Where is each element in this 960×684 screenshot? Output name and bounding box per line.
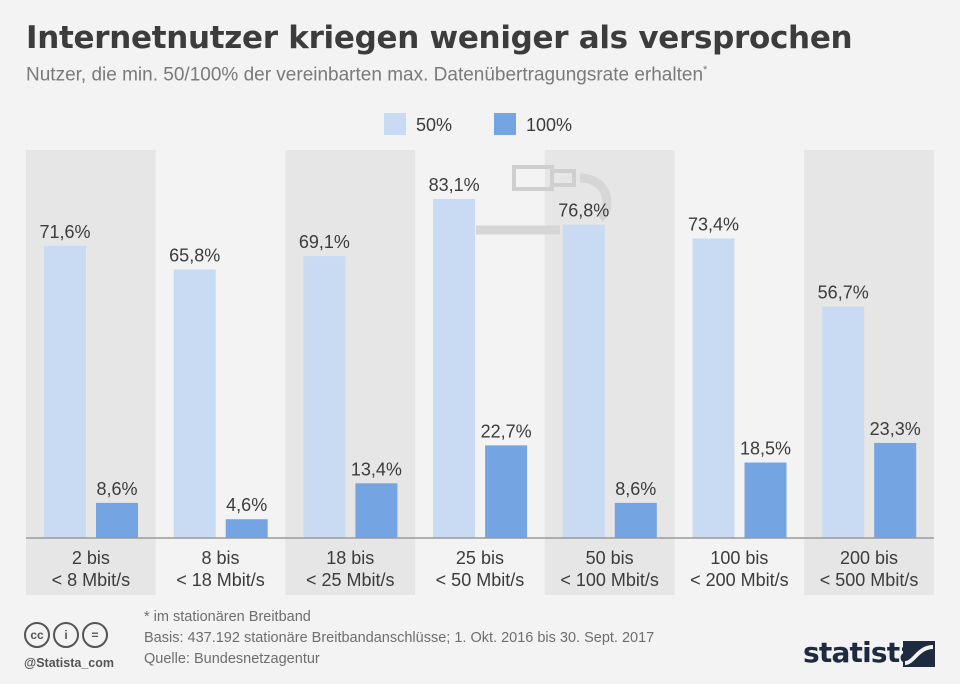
data-label: 76,8% [558, 201, 609, 221]
bar-100 [355, 483, 398, 538]
legend-label-100: 100% [526, 115, 572, 135]
data-label: 8,6% [96, 479, 137, 499]
category-label: < 100 Mbit/s [560, 570, 659, 590]
category-label: < 8 Mbit/s [52, 570, 131, 590]
category-label: 25 bis [456, 548, 504, 568]
bar-100 [485, 445, 528, 538]
chart-title: Internetnutzer kriegen weniger als versp… [26, 20, 853, 56]
category-label: 8 bis [202, 548, 240, 568]
bar-100 [225, 519, 268, 538]
bar-100 [874, 442, 917, 538]
category-label: < 200 Mbit/s [690, 570, 789, 590]
legend-swatch-50 [384, 113, 406, 135]
data-label: 69,1% [299, 232, 350, 252]
data-label: 18,5% [740, 439, 791, 459]
bar-50 [44, 245, 86, 538]
bar-50 [173, 269, 216, 538]
data-label: 13,4% [351, 459, 402, 479]
category-label: 100 bis [710, 548, 768, 568]
cable-bend [579, 173, 612, 222]
data-label: 73,4% [688, 215, 739, 235]
footnote-source: Quelle: Bundesnetzagentur [144, 651, 320, 667]
statista-logo: statista [803, 636, 918, 669]
category-label: < 50 Mbit/s [436, 570, 525, 590]
chart-subtitle: Nutzer, die min. 50/100% der vereinbarte… [26, 64, 707, 86]
footnote-basis: Basis: 437.192 stationäre Breitbandansch… [144, 630, 655, 646]
bar-chart: 50% 100% 71,6% 8,6% 2 bis< 8 Mbit/s 65,8% 4,6%… [26, 113, 934, 595]
cc-icon: cc [24, 622, 50, 648]
category-label: 2 bis [72, 548, 110, 568]
nd-icon: = [82, 622, 108, 648]
bar-100 [96, 502, 138, 538]
category-label: < 25 Mbit/s [306, 570, 395, 590]
twitter-handle: @Statista_com [24, 656, 114, 670]
bar-50 [562, 224, 605, 538]
bar-100 [614, 502, 657, 538]
footnotes: * im stationären Breitband Basis: 437.19… [144, 607, 654, 670]
category-label: 18 bis [326, 548, 374, 568]
legend-label-50: 50% [416, 115, 452, 135]
category-label: 50 bis [586, 548, 634, 568]
data-label: 83,1% [429, 175, 480, 195]
data-label: 4,6% [226, 495, 267, 515]
data-label: 8,6% [615, 479, 656, 499]
bar-50 [433, 198, 476, 538]
subtitle-footnote-mark: * [703, 64, 708, 76]
legend-swatch-100 [494, 113, 516, 135]
creative-commons-icons: cc i = [24, 622, 108, 648]
by-icon: i [53, 622, 79, 648]
bar-100 [744, 462, 787, 538]
subtitle-text: Nutzer, die min. 50/100% der vereinbarte… [26, 64, 704, 86]
network-plug-icon [512, 165, 576, 191]
data-label: 22,7% [481, 421, 532, 441]
category-label: < 500 Mbit/s [820, 570, 919, 590]
category-label: < 18 Mbit/s [176, 570, 265, 590]
category-label: 200 bis [840, 548, 898, 568]
bar-50 [822, 306, 865, 538]
data-label: 65,8% [169, 246, 220, 266]
data-label: 23,3% [870, 419, 921, 439]
statista-logo-icon [903, 641, 935, 667]
footnote-note: * im stationären Breitband [144, 609, 311, 625]
bar-50 [303, 256, 346, 538]
data-label: 56,7% [818, 283, 869, 303]
data-label: 71,6% [39, 222, 90, 242]
bar-50 [692, 238, 735, 538]
